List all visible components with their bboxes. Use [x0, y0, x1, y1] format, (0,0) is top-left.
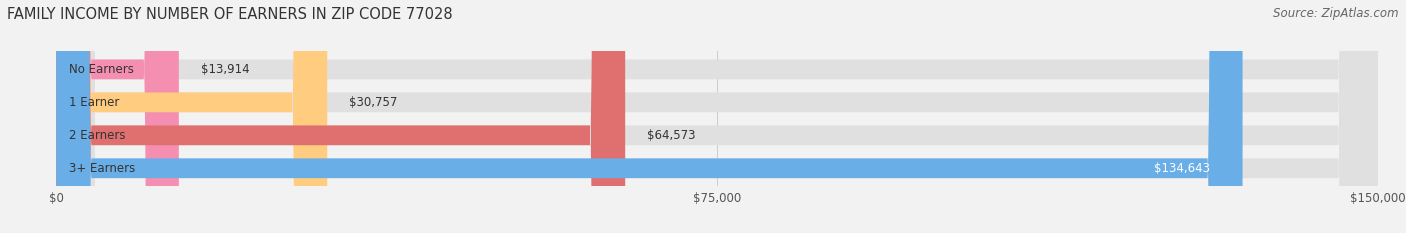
FancyBboxPatch shape [56, 0, 328, 233]
Text: 3+ Earners: 3+ Earners [69, 162, 136, 175]
FancyBboxPatch shape [56, 0, 1243, 233]
FancyBboxPatch shape [56, 0, 1378, 233]
Text: $13,914: $13,914 [201, 63, 249, 76]
Text: Source: ZipAtlas.com: Source: ZipAtlas.com [1274, 7, 1399, 20]
FancyBboxPatch shape [56, 0, 1378, 233]
FancyBboxPatch shape [56, 0, 179, 233]
Text: FAMILY INCOME BY NUMBER OF EARNERS IN ZIP CODE 77028: FAMILY INCOME BY NUMBER OF EARNERS IN ZI… [7, 7, 453, 22]
Text: $30,757: $30,757 [349, 96, 398, 109]
FancyBboxPatch shape [56, 0, 1378, 233]
FancyBboxPatch shape [56, 0, 1378, 233]
Text: 2 Earners: 2 Earners [69, 129, 127, 142]
Text: 1 Earner: 1 Earner [69, 96, 120, 109]
FancyBboxPatch shape [56, 0, 626, 233]
Text: No Earners: No Earners [69, 63, 135, 76]
Text: $134,643: $134,643 [1154, 162, 1211, 175]
Text: $64,573: $64,573 [647, 129, 696, 142]
